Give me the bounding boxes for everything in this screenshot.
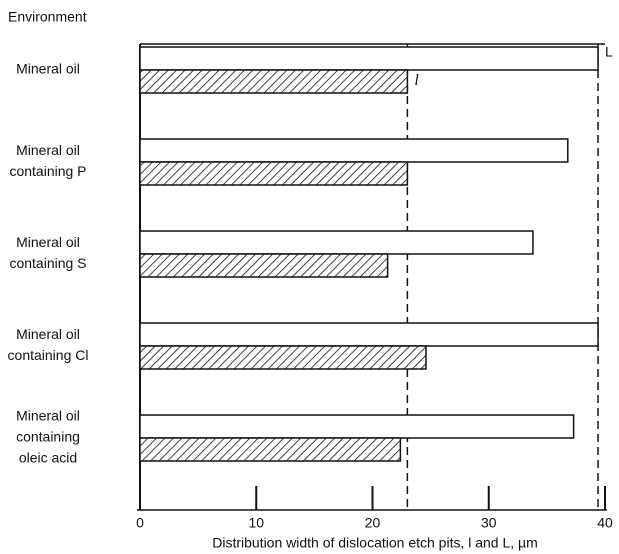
series-label: l <box>414 72 419 89</box>
category-label: Mineral oil <box>16 142 80 158</box>
category-label: Mineral oil <box>16 326 80 342</box>
bar <box>139 230 534 255</box>
bar <box>139 437 402 462</box>
y-axis-title: Environment <box>8 9 87 25</box>
bar <box>139 46 599 71</box>
x-tick-label: 40 <box>597 515 613 531</box>
category-label: containing <box>16 429 80 445</box>
bar <box>139 161 409 186</box>
category-label: containing S <box>9 255 86 271</box>
bar <box>139 69 409 94</box>
category-label: Mineral oil <box>16 61 80 77</box>
series-label: L <box>605 44 613 60</box>
category-label: oleic acid <box>19 450 77 466</box>
category-label: containing P <box>9 163 86 179</box>
category-label: containing Cl <box>8 347 89 363</box>
category-label: Mineral oil <box>16 408 80 424</box>
x-axis-title: Distribution width of dislocation etch p… <box>212 535 538 551</box>
x-tick-label: 30 <box>481 515 497 531</box>
bar <box>139 322 599 347</box>
category-label: Mineral oil <box>16 234 80 250</box>
bar <box>139 253 389 278</box>
bar <box>139 138 569 163</box>
x-tick-label: 20 <box>365 515 381 531</box>
bar <box>139 345 427 370</box>
x-tick-label: 0 <box>136 515 144 531</box>
x-tick-label: 10 <box>248 515 264 531</box>
bar <box>139 414 575 439</box>
